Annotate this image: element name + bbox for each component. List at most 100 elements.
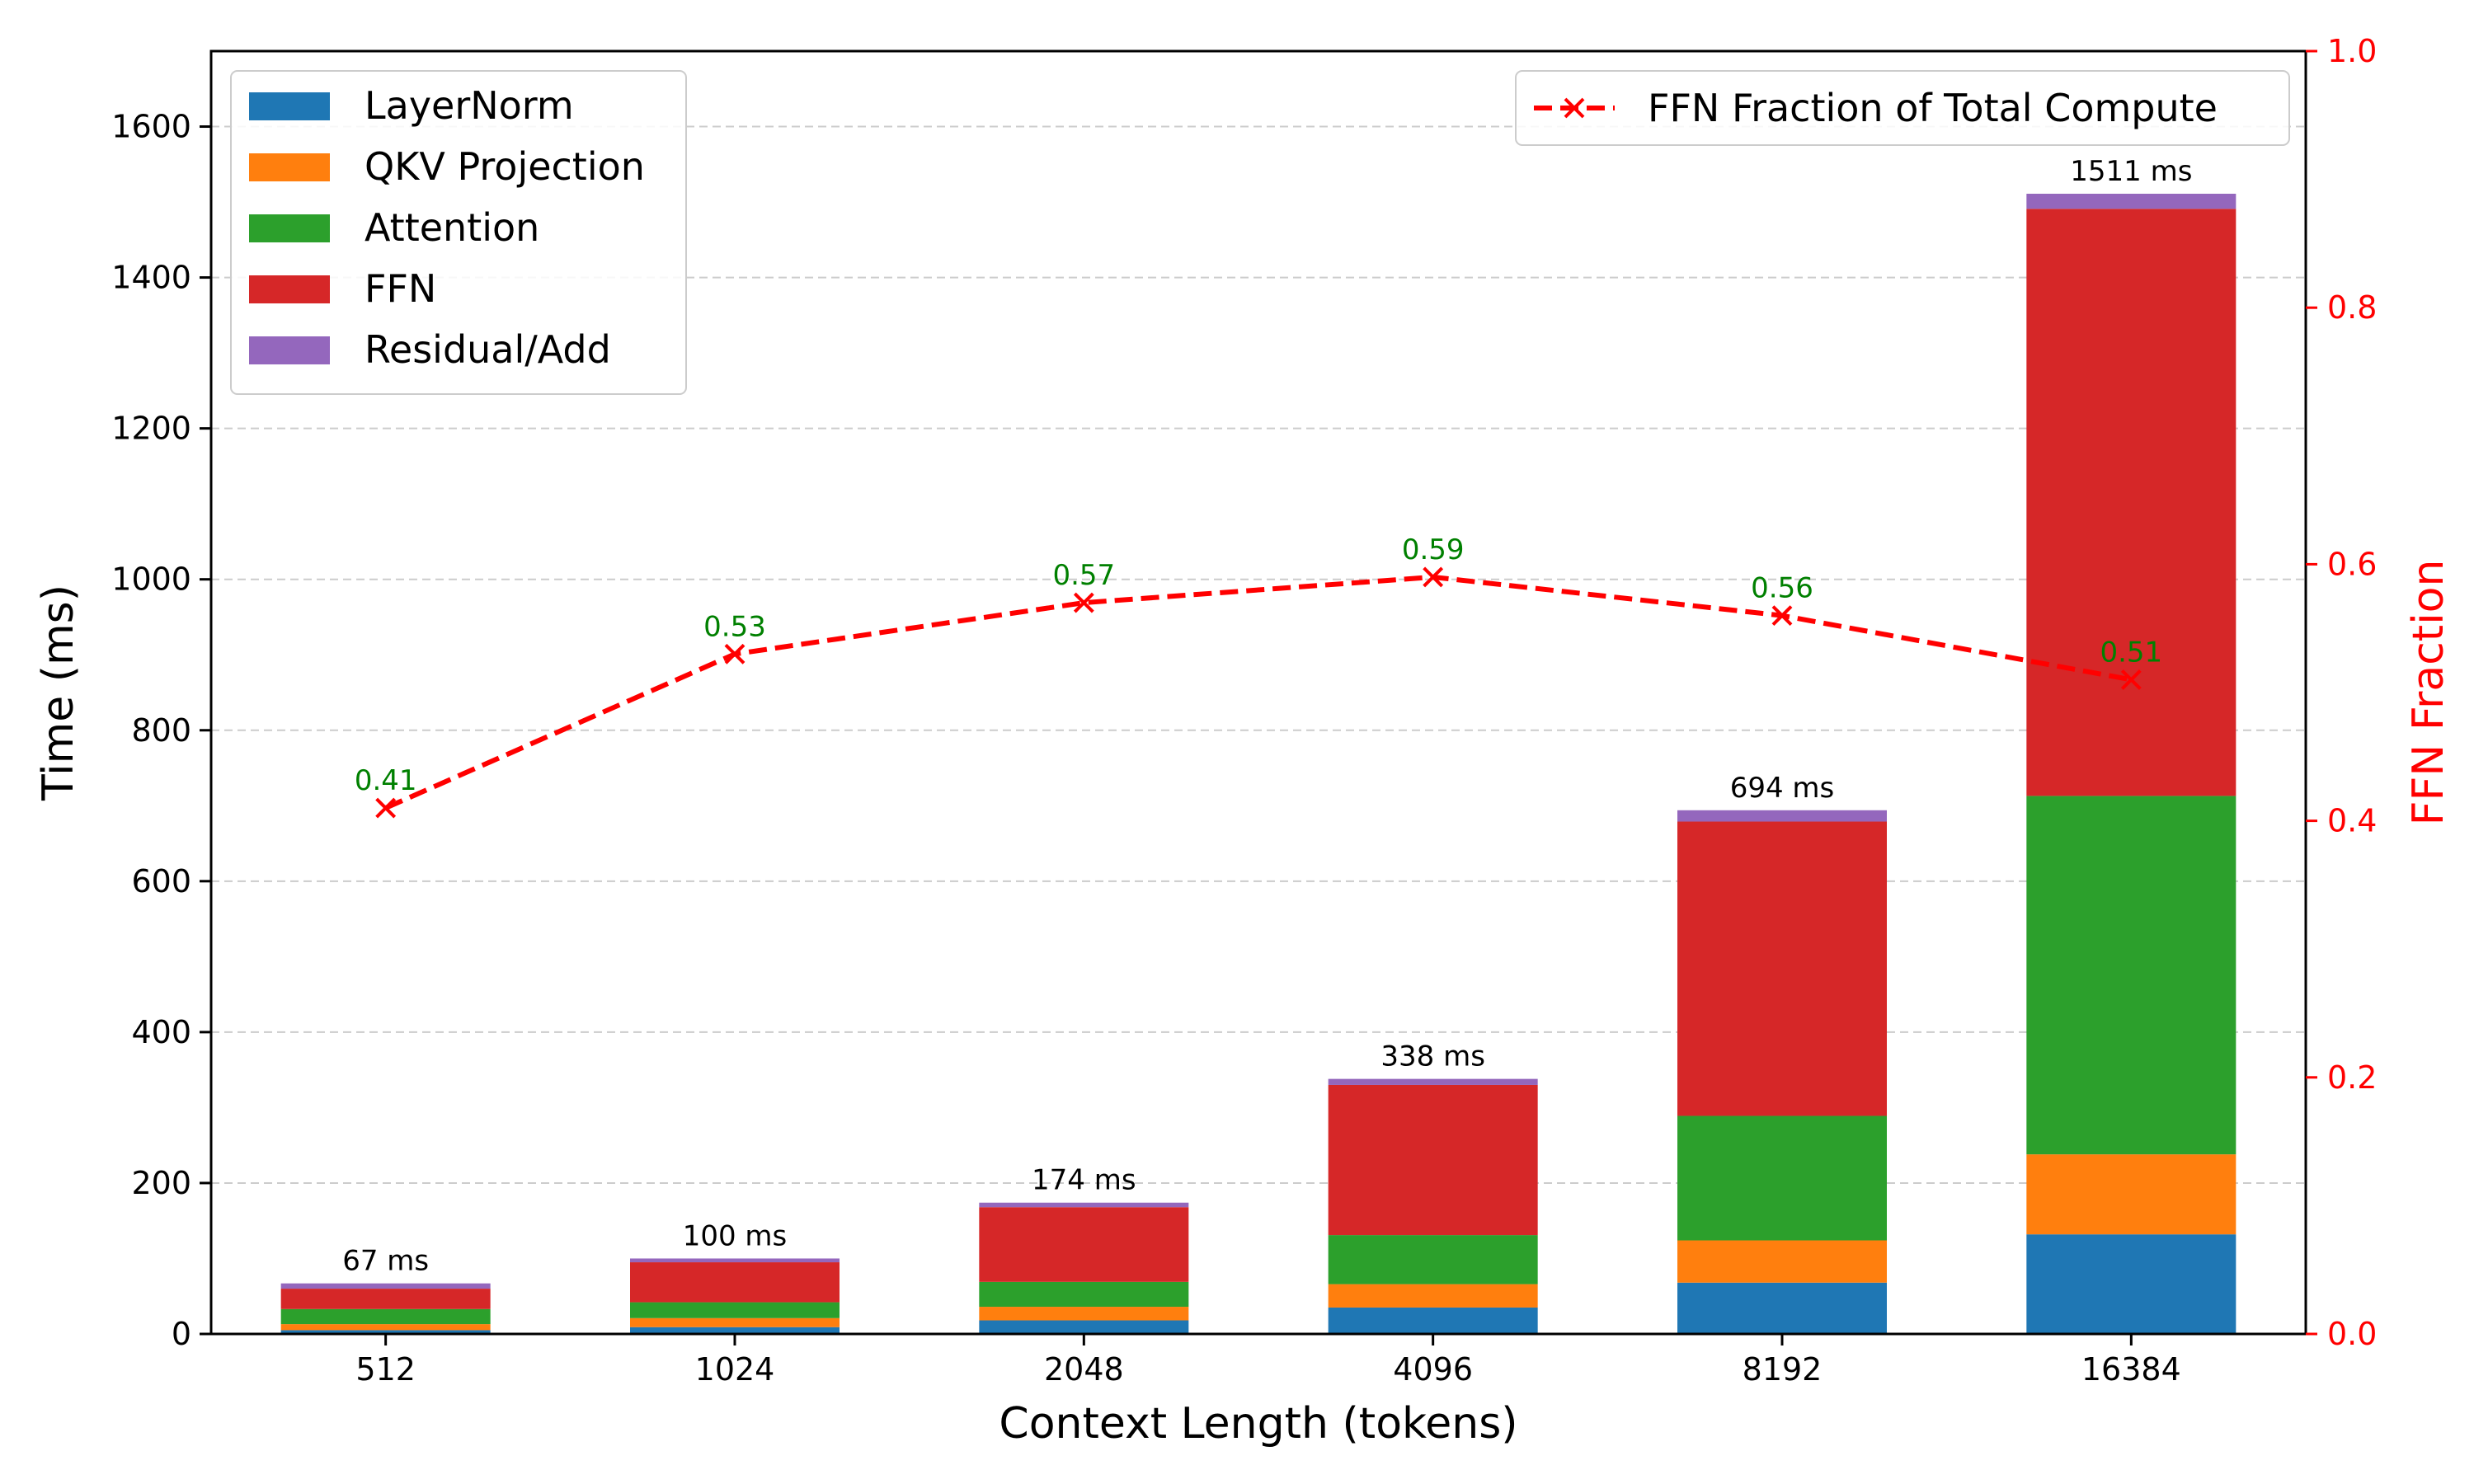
x-tick-label-2048: 2048 <box>1044 1351 1124 1388</box>
bar-total-labels: 67 ms 100 ms 174 ms 338 ms 694 ms 1511 ms <box>342 155 2192 1278</box>
marker-stroke <box>724 643 745 665</box>
bar-ffn-16384 <box>2026 209 2236 796</box>
y-tick-label-400: 400 <box>131 1014 191 1050</box>
y2-tick-label-1: 0.2 <box>2327 1059 2377 1096</box>
bar-residual-add-16384 <box>2026 193 2236 209</box>
bar-qkv-projection-512 <box>280 1324 491 1331</box>
total-label-4096: 338 ms <box>1380 1040 1485 1073</box>
legend-label-layernorm: LayerNorm <box>365 83 574 128</box>
total-label-16384: 1511 ms <box>2070 155 2192 188</box>
ffn-fraction-value-label-2048: 0.57 <box>1052 559 1115 592</box>
x-tick-label-1024: 1024 <box>695 1351 775 1388</box>
x-tick-label-8192: 8192 <box>1743 1351 1823 1388</box>
legend2-marker <box>1564 97 1585 119</box>
bar-layernorm-512 <box>280 1330 491 1334</box>
legend-box <box>230 70 687 395</box>
y2-tick-label-5: 1.0 <box>2327 33 2377 69</box>
legend2-box <box>1515 70 2290 146</box>
axes: 512 1024 2048 4096 8192 16384 0 200 400 600 800 100… <box>111 33 2377 1388</box>
bar-ffn-512 <box>280 1289 491 1309</box>
marker-stroke <box>1771 605 1793 627</box>
bar-qkv-projection-1024 <box>630 1317 840 1327</box>
bar-qkv-projection-8192 <box>1677 1240 1887 1283</box>
x-tick-label-4096: 4096 <box>1393 1351 1473 1388</box>
legend-swatch-residual-add <box>249 336 330 364</box>
legend-swatch-qkv-projection <box>249 153 330 181</box>
bar-qkv-projection-2048 <box>979 1307 1189 1321</box>
bar-attention-16384 <box>2026 796 2236 1155</box>
legend2-label: FFN Fraction of Total Compute <box>1648 86 2218 130</box>
legend-label-residual-add: Residual/Add <box>365 327 611 372</box>
bar-attention-4096 <box>1328 1235 1538 1284</box>
y-tick-label-1000: 1000 <box>111 561 191 598</box>
ffn-fraction-marker-16384 <box>2120 669 2142 690</box>
bar-attention-2048 <box>979 1281 1189 1308</box>
x-axis-title: Context Length (tokens) <box>999 1399 1517 1449</box>
bar-layernorm-2048 <box>979 1320 1189 1334</box>
y-tick-label-1200: 1200 <box>111 411 191 447</box>
bar-attention-1024 <box>630 1302 840 1318</box>
legend-swatch-attention <box>249 214 330 242</box>
legend-label-qkv-projection: QKV Projection <box>365 144 645 189</box>
ffn-fraction-value-label-1024: 0.53 <box>703 610 766 643</box>
ffn-fraction-value-label-512: 0.41 <box>355 764 417 797</box>
y2-axis-title: FFN Fraction <box>2404 560 2453 826</box>
y-tick-label-1600: 1600 <box>111 109 191 145</box>
ffn-fraction-value-label-16384: 0.51 <box>2100 636 2162 669</box>
y-tick-label-0: 0 <box>172 1316 191 1352</box>
bar-residual-add-1024 <box>630 1258 840 1263</box>
total-label-8192: 694 ms <box>1730 772 1835 805</box>
bar-layernorm-1024 <box>630 1327 840 1334</box>
bar-layernorm-8192 <box>1677 1282 1887 1334</box>
plot-frame <box>209 49 2307 1336</box>
marker-stroke <box>2120 669 2142 690</box>
ffn-fraction-polyline <box>384 574 2132 810</box>
ffn-fraction-line: 0.41 0.53 0.57 0.59 0.56 0.51 <box>355 533 2162 819</box>
bar-attention-8192 <box>1677 1115 1887 1241</box>
bar-qkv-projection-16384 <box>2026 1154 2236 1235</box>
y2-tick-label-0: 0.0 <box>2327 1316 2377 1352</box>
bar-residual-add-4096 <box>1328 1078 1538 1085</box>
marker-stroke <box>1423 566 1444 588</box>
bar-ffn-2048 <box>979 1207 1189 1282</box>
x-tick-label-16384: 16384 <box>2081 1351 2181 1388</box>
bar-ffn-4096 <box>1328 1084 1538 1236</box>
legend-ffn-fraction: FFN Fraction of Total Compute <box>1515 70 2290 146</box>
total-label-1024: 100 ms <box>683 1219 788 1252</box>
y-tick-label-800: 800 <box>131 712 191 749</box>
y-axis-title: Time (ms) <box>34 585 83 801</box>
y-tick-label-1400: 1400 <box>111 260 191 296</box>
x-tick-label-512: 512 <box>355 1351 416 1388</box>
legend-swatch-layernorm <box>249 92 330 120</box>
legend-label-ffn: FFN <box>365 266 436 311</box>
y2-tick-label-3: 0.6 <box>2327 546 2377 582</box>
bars <box>280 193 2236 1334</box>
legend-label-attention: Attention <box>365 205 539 250</box>
ffn-fraction-marker-1024 <box>724 643 745 665</box>
bar-residual-add-8192 <box>1677 810 1887 822</box>
bar-qkv-projection-4096 <box>1328 1284 1538 1308</box>
bar-layernorm-4096 <box>1328 1307 1538 1334</box>
marker-stroke <box>1073 592 1094 613</box>
bar-residual-add-2048 <box>979 1202 1189 1208</box>
legend-swatch-ffn <box>249 275 330 303</box>
ffn-fraction-marker-4096 <box>1423 566 1444 588</box>
y2-tick-label-4: 0.8 <box>2327 289 2377 326</box>
ffn-fraction-marker-2048 <box>1073 592 1094 613</box>
bar-residual-add-512 <box>280 1283 491 1289</box>
total-label-512: 67 ms <box>342 1245 429 1278</box>
legend-components: LayerNorm QKV Projection Attention FFN Resid… <box>230 70 687 395</box>
bar-attention-512 <box>280 1308 491 1325</box>
total-label-2048: 174 ms <box>1032 1164 1136 1197</box>
ffn-fraction-marker-512 <box>375 797 397 819</box>
bar-ffn-1024 <box>630 1262 840 1303</box>
bar-ffn-8192 <box>1677 821 1887 1116</box>
marker-stroke <box>375 797 397 819</box>
ffn-fraction-marker-8192 <box>1771 605 1793 627</box>
y2-tick-label-2: 0.4 <box>2327 803 2377 839</box>
y-tick-label-600: 600 <box>131 863 191 899</box>
ffn-fraction-value-label-4096: 0.59 <box>1402 533 1465 566</box>
bar-layernorm-16384 <box>2026 1234 2236 1334</box>
y-tick-label-200: 200 <box>131 1165 191 1201</box>
